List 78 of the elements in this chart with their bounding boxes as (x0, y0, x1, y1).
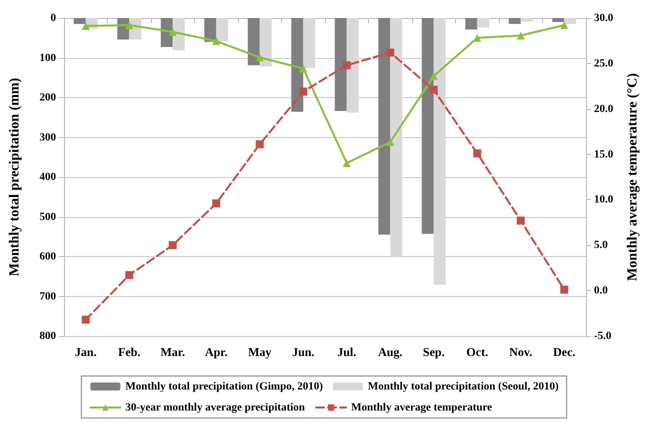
y2-tick-label: 0.0 (594, 284, 608, 297)
bar (346, 18, 359, 113)
point (560, 286, 568, 294)
y2-tick-label: -5.0 (594, 330, 612, 342)
point (342, 159, 351, 168)
y2-tick-label: 20.0 (594, 102, 614, 115)
point (82, 22, 90, 30)
point (473, 34, 482, 42)
y-tick-label: 400 (40, 171, 56, 183)
bar (477, 18, 490, 28)
bar (204, 18, 216, 42)
y-tick-label: 700 (40, 290, 56, 302)
point (430, 86, 438, 94)
y-tick-label: 300 (40, 131, 56, 144)
x-tick-label: Feb. (118, 345, 140, 359)
point (212, 199, 220, 208)
x-tick-label: May (248, 345, 272, 359)
y-tick-label: 0 (50, 12, 56, 24)
point (299, 88, 308, 96)
point (168, 28, 177, 36)
bar (260, 18, 272, 66)
point (125, 21, 134, 30)
bar (74, 18, 86, 24)
x-tick-label: Jun. (292, 345, 314, 359)
bar (378, 18, 390, 235)
bar (508, 18, 521, 24)
bar (465, 18, 478, 30)
bar (248, 18, 260, 66)
legend-label: Monthly average temperature (351, 402, 492, 414)
y2-tick-label: 15.0 (594, 148, 614, 160)
y-axis-title: Monthly total precipitation (mm) (8, 77, 22, 276)
x-tick-label: Apr. (204, 345, 228, 359)
x-tick-label: Jan. (74, 345, 97, 359)
x-tick-label: Aug. (378, 345, 402, 359)
point (168, 241, 177, 250)
y-tick-label: 800 (40, 330, 56, 342)
legend-label: 30-year monthly average precipitation (125, 402, 305, 414)
bar (520, 18, 533, 22)
point (516, 31, 525, 40)
point (125, 271, 134, 280)
x-tick-label: Oct. (466, 345, 488, 359)
legend-label: Monthly total precipitation (Gimpo, 2010) (125, 380, 324, 392)
y2-tick-label: 10.0 (594, 194, 614, 206)
bar (434, 18, 446, 285)
y2-tick-label: 30.0 (594, 12, 614, 24)
point (256, 140, 264, 148)
y-tick-label: 200 (40, 92, 56, 104)
point (212, 37, 220, 46)
y2-tick-label: 25.0 (594, 57, 614, 70)
y-tick-label: 600 (40, 250, 56, 262)
bar (216, 18, 228, 42)
bar (390, 18, 402, 256)
point (516, 216, 525, 225)
point (82, 316, 90, 324)
point (256, 53, 264, 62)
point (299, 64, 308, 72)
y2-tick-label: 5.0 (594, 239, 608, 252)
x-tick-label: Sep. (422, 345, 445, 359)
y-tick-label: 100 (40, 52, 56, 64)
y2-axis-title: Monthly average temperature (°C) (626, 72, 640, 281)
point (560, 21, 568, 30)
x-tick-label: Nov. (509, 345, 532, 359)
x-tick-label: Dec. (553, 345, 576, 359)
bar (334, 18, 347, 112)
y-tick-label: 500 (40, 210, 56, 223)
point (473, 149, 482, 158)
bar (564, 18, 576, 24)
point (386, 48, 394, 57)
bar (422, 18, 434, 234)
x-tick-label: Mar. (160, 345, 186, 359)
bar (303, 18, 316, 68)
x-tick-label: Jul. (337, 345, 356, 359)
point (430, 72, 438, 80)
legend-label: Monthly total precipitation (Seoul, 2010) (368, 380, 559, 392)
point (386, 138, 394, 146)
bar (291, 18, 304, 112)
point (342, 61, 351, 70)
bar (552, 18, 564, 22)
